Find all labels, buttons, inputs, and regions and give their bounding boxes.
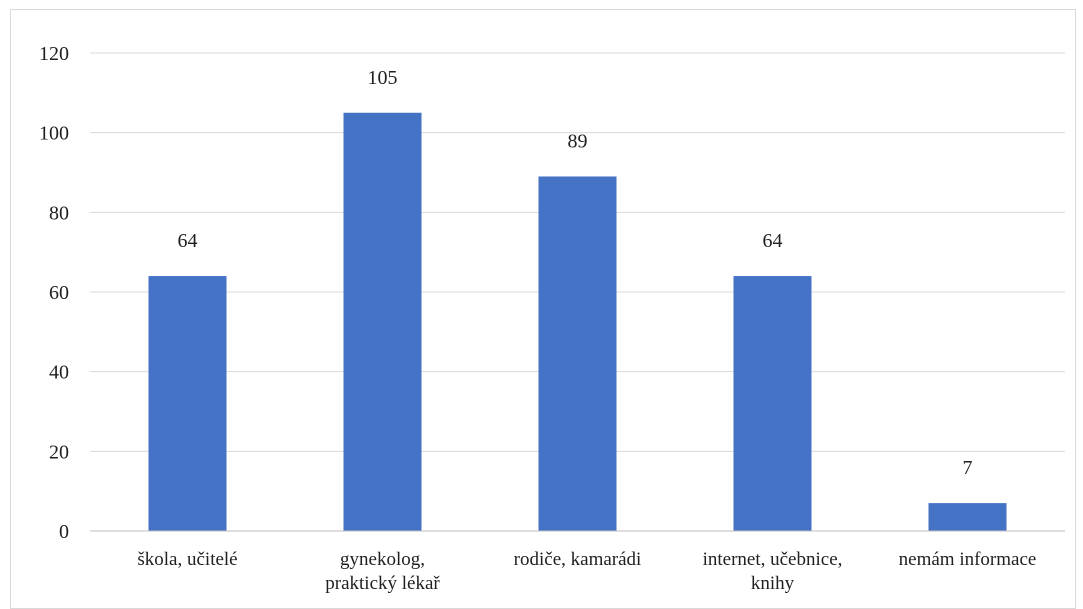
y-tick-label: 100 bbox=[39, 123, 69, 145]
category-label-line: škola, učitelé bbox=[137, 549, 237, 570]
y-axis-tick-labels: 0 20 40 60 80 100 120 bbox=[39, 43, 69, 543]
bar bbox=[343, 112, 422, 531]
data-label: 64 bbox=[178, 230, 198, 252]
gridlines bbox=[90, 52, 1065, 452]
data-labels: 64 105 89 64 7 bbox=[178, 67, 973, 479]
category-label: škola, učitelé bbox=[137, 549, 237, 570]
data-label: 7 bbox=[963, 457, 973, 479]
category-label: rodiče, kamarádi bbox=[514, 549, 642, 570]
y-tick-label: 60 bbox=[49, 282, 69, 304]
category-label-line: nemám informace bbox=[899, 549, 1037, 570]
category-label: internet, učebnice, knihy bbox=[703, 549, 843, 594]
y-tick-label: 120 bbox=[39, 43, 69, 65]
category-label-line: gynekolog, bbox=[340, 549, 425, 570]
y-tick-label: 40 bbox=[49, 362, 69, 384]
bar bbox=[538, 176, 617, 531]
bar bbox=[733, 276, 812, 531]
y-tick-label: 80 bbox=[49, 202, 69, 224]
bars bbox=[148, 112, 1007, 531]
category-label-line: knihy bbox=[751, 573, 795, 594]
data-label: 105 bbox=[368, 67, 398, 89]
data-label: 64 bbox=[763, 230, 783, 252]
x-axis-category-labels: škola, učitelé gynekolog, praktický lékař r… bbox=[137, 549, 1036, 594]
category-label: gynekolog, praktický lékař bbox=[325, 549, 440, 594]
category-label-line: praktický lékař bbox=[325, 573, 440, 594]
category-label-line: rodiče, kamarádi bbox=[514, 549, 642, 570]
bar bbox=[148, 276, 227, 531]
y-tick-label: 0 bbox=[59, 521, 69, 543]
data-label: 89 bbox=[568, 130, 588, 152]
y-tick-label: 20 bbox=[49, 441, 69, 463]
bar bbox=[928, 503, 1007, 531]
category-label-line: internet, učebnice, bbox=[703, 549, 843, 570]
category-label: nemám informace bbox=[899, 549, 1037, 570]
